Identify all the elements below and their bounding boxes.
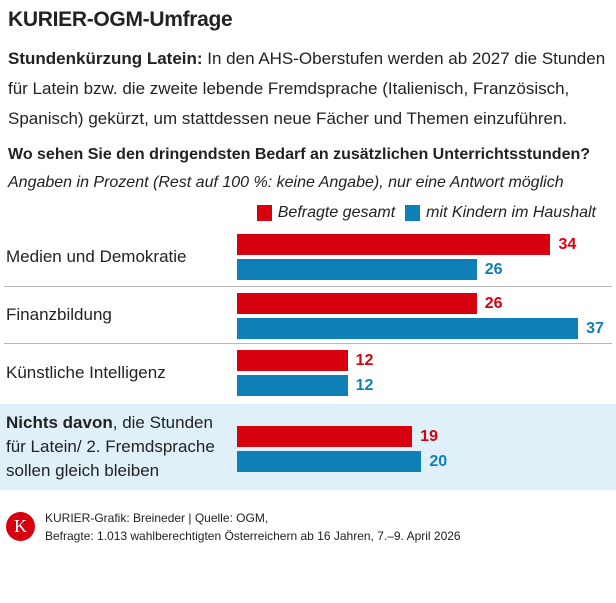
divider — [4, 286, 612, 287]
category-label: Finanzbildung — [6, 305, 112, 324]
bar-kinder — [237, 259, 477, 280]
data-label: 34 — [558, 236, 577, 253]
sample-note: Befragte: 1.013 wahlberechtigten Österre… — [45, 529, 461, 543]
intro-lead: Stundenkürzung Latein: — [8, 49, 203, 68]
legend-swatch-red — [256, 205, 272, 221]
header-section: KURIER-OGM-Umfrage Stundenkürzung Latein… — [0, 0, 616, 194]
bar-gesamt — [237, 350, 348, 371]
legend-label: Befragte gesamt — [277, 204, 396, 221]
footer: K KURIER-Grafik: Breineder | Quelle: OGM… — [0, 502, 616, 552]
kurier-logo: K — [6, 512, 35, 541]
data-label: 37 — [586, 320, 604, 337]
chart-subtitle: Angaben in Prozent (Rest auf 100 %: kein… — [8, 174, 564, 191]
bar-kinder — [237, 318, 579, 339]
category-label-rest: , die Stunden für Latein/ 2. Fremdsprach… — [6, 413, 215, 480]
category-label: Nichts davon, die Stunden für Latein/ 2.… — [6, 411, 232, 483]
legend-label: mit Kindern im Haushalt — [426, 204, 596, 221]
data-label: 12 — [355, 377, 374, 394]
page-title: KURIER-OGM-Umfrage — [8, 8, 233, 31]
bar-gesamt — [237, 293, 477, 314]
category-label-bold: Nichts davon — [6, 413, 113, 432]
data-label: 19 — [420, 428, 438, 445]
data-label: 12 — [355, 352, 374, 369]
chart-title: Wo sehen Sie den dringendsten Bedarf an … — [8, 146, 591, 163]
category-label: Künstliche Intelligenz — [6, 363, 166, 382]
bar-kinder — [237, 375, 348, 396]
legend-swatch-blue — [405, 205, 421, 221]
data-label: 26 — [484, 261, 503, 278]
bar-gesamt — [237, 426, 413, 447]
intro-text: Stundenkürzung Latein: In den AHS-Oberst… — [8, 44, 608, 134]
data-label: 26 — [484, 295, 503, 312]
category-label: Medien und Demokratie — [6, 247, 187, 266]
bar-kinder — [237, 451, 422, 472]
highlight-band — [0, 404, 616, 490]
credit: KURIER-Grafik: Breineder | Quelle: OGM, — [45, 511, 269, 525]
legend: Befragte gesamt mit Kindern im Haushalt — [256, 202, 596, 224]
data-label: 20 — [429, 453, 448, 470]
intro-body: In den AHS-Oberstufen werden ab 2027 die… — [8, 49, 606, 128]
divider — [4, 343, 612, 344]
legend-item-kinder: mit Kindern im Haushalt — [405, 202, 596, 224]
bar-gesamt — [237, 234, 551, 255]
bar-chart: Befragte gesamt mit Kindern im Haushalt … — [0, 202, 616, 498]
legend-item-gesamt: Befragte gesamt — [256, 202, 396, 224]
